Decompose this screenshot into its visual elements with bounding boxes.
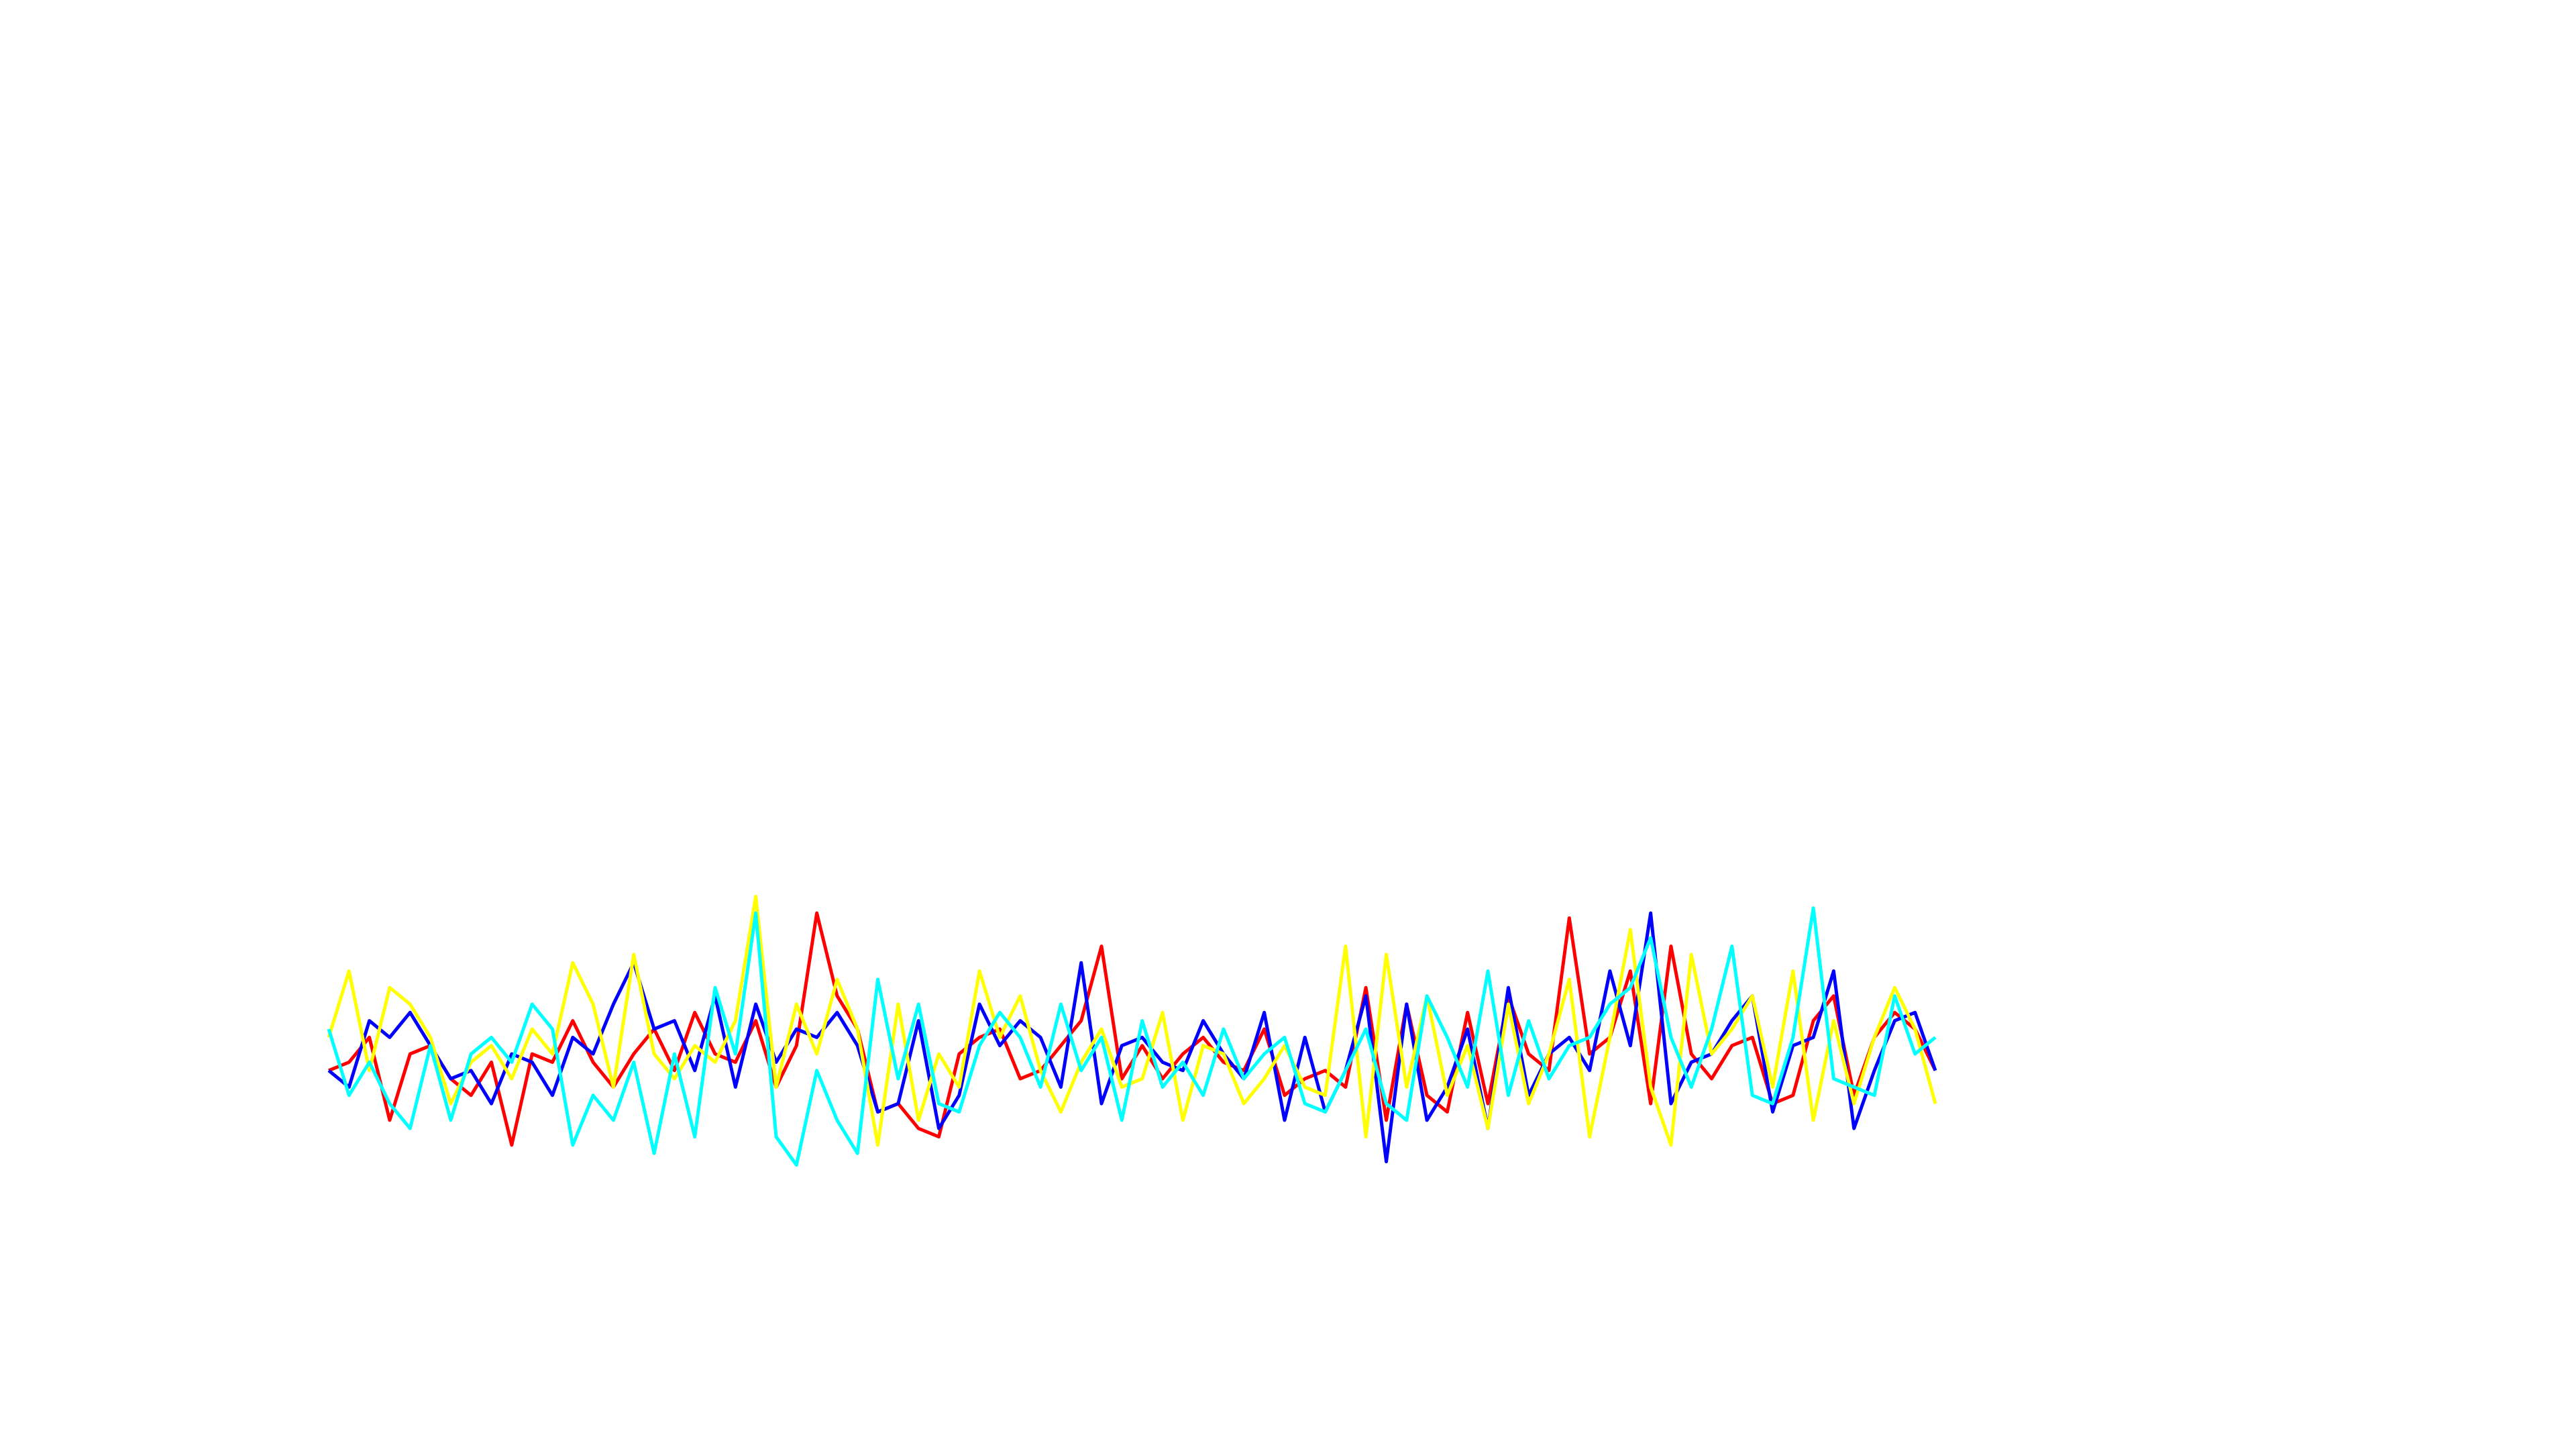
data-line — [327, 894, 1937, 1147]
data-line — [328, 911, 1937, 1147]
data-line — [327, 906, 1937, 1167]
data-line — [327, 911, 1937, 1164]
